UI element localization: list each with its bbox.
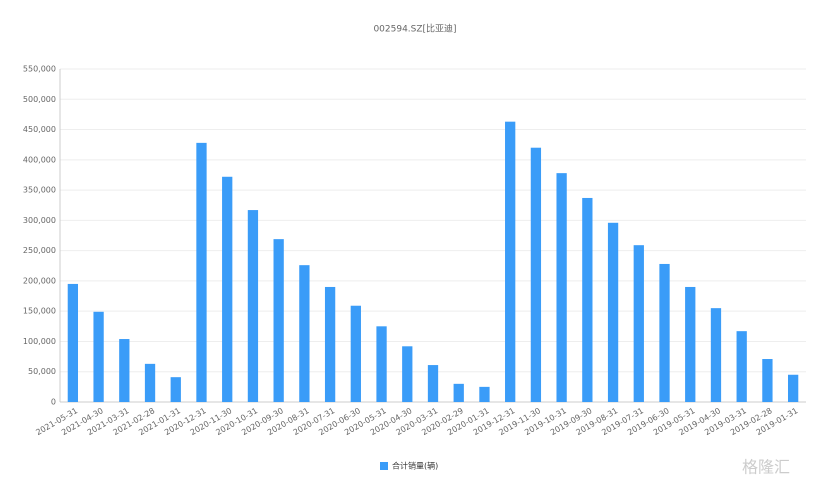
bar bbox=[119, 339, 130, 402]
bar bbox=[685, 286, 696, 402]
y-tick-label: 50,000 bbox=[28, 367, 56, 376]
chart-title: 002594.SZ[比亚迪] bbox=[373, 23, 456, 35]
bar bbox=[659, 263, 670, 402]
y-tick-label: 350,000 bbox=[23, 186, 56, 195]
bar bbox=[530, 147, 542, 402]
y-tick-label: 150,000 bbox=[23, 307, 56, 316]
bar bbox=[787, 374, 799, 402]
y-tick-label: 300,000 bbox=[23, 216, 56, 225]
y-tick-label: 100,000 bbox=[23, 337, 56, 346]
bar bbox=[505, 121, 516, 402]
bar bbox=[247, 210, 259, 402]
bar bbox=[556, 173, 567, 402]
bar bbox=[736, 331, 747, 402]
bar bbox=[633, 245, 644, 402]
bar bbox=[324, 286, 336, 402]
bar bbox=[479, 386, 490, 402]
bar bbox=[402, 346, 413, 402]
legend-swatch bbox=[380, 462, 388, 470]
bar bbox=[427, 365, 439, 402]
y-tick-label: 400,000 bbox=[23, 155, 56, 164]
y-tick-label: 500,000 bbox=[23, 95, 56, 104]
bar bbox=[710, 308, 722, 402]
bar bbox=[222, 176, 233, 402]
bar bbox=[376, 326, 387, 402]
bar bbox=[67, 283, 79, 402]
y-tick-label: 0 bbox=[51, 398, 56, 407]
bar bbox=[350, 305, 361, 402]
bar bbox=[196, 142, 207, 402]
watermark: 格隆汇 bbox=[742, 458, 790, 477]
bar bbox=[299, 265, 310, 402]
bar bbox=[607, 222, 619, 402]
y-tick-label: 450,000 bbox=[23, 125, 56, 134]
bar bbox=[453, 383, 464, 402]
bar bbox=[170, 377, 181, 402]
bar bbox=[582, 197, 593, 402]
y-tick-label: 550,000 bbox=[23, 65, 56, 74]
legend-label: 合计销量(辆) bbox=[392, 461, 438, 471]
bar bbox=[144, 363, 156, 402]
bar bbox=[762, 359, 773, 402]
bar bbox=[273, 239, 284, 402]
bar bbox=[93, 311, 104, 402]
y-tick-label: 250,000 bbox=[23, 246, 56, 255]
y-tick-label: 200,000 bbox=[23, 276, 56, 285]
